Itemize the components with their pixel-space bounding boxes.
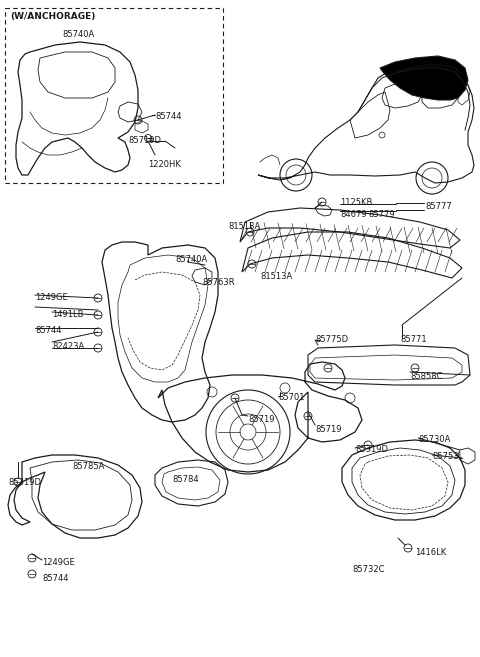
Text: 1416LK: 1416LK xyxy=(415,548,446,557)
Text: 85744: 85744 xyxy=(42,574,69,583)
Text: 85730A: 85730A xyxy=(418,435,450,444)
Text: 85763R: 85763R xyxy=(202,278,235,287)
Text: 85740A: 85740A xyxy=(62,30,94,39)
Text: 1249GE: 1249GE xyxy=(42,558,75,567)
Text: 85753L: 85753L xyxy=(432,452,463,461)
Text: 1249GE: 1249GE xyxy=(35,293,68,302)
Text: 84679: 84679 xyxy=(340,210,367,219)
Text: 85779: 85779 xyxy=(368,210,395,219)
Text: 85732C: 85732C xyxy=(352,565,384,574)
Text: 82423A: 82423A xyxy=(52,342,84,351)
Polygon shape xyxy=(380,56,468,100)
Text: 1125KB: 1125KB xyxy=(340,198,372,207)
Text: 85771: 85771 xyxy=(400,335,427,344)
Bar xyxy=(5,8,223,183)
Text: 85785A: 85785A xyxy=(72,462,104,471)
Text: 85719: 85719 xyxy=(248,415,275,424)
Text: 85784: 85784 xyxy=(172,475,199,484)
Text: 85777: 85777 xyxy=(425,202,452,211)
Text: 1220HK: 1220HK xyxy=(148,160,181,169)
Text: 85858C: 85858C xyxy=(410,372,443,381)
Text: 85740A: 85740A xyxy=(175,255,207,264)
Text: 85319D: 85319D xyxy=(8,478,41,487)
Text: 85744: 85744 xyxy=(155,112,181,121)
Text: 85775D: 85775D xyxy=(315,335,348,344)
Text: 1491LB: 1491LB xyxy=(52,310,84,319)
Text: (W/ANCHORAGE): (W/ANCHORAGE) xyxy=(10,12,96,21)
Text: 85701: 85701 xyxy=(278,393,304,402)
Text: 85319D: 85319D xyxy=(355,445,388,454)
Text: 85719: 85719 xyxy=(315,425,341,434)
Text: 85719D: 85719D xyxy=(128,136,161,145)
Text: 81513A: 81513A xyxy=(228,222,260,231)
Text: 81513A: 81513A xyxy=(260,272,292,281)
Text: 85744: 85744 xyxy=(35,326,61,335)
